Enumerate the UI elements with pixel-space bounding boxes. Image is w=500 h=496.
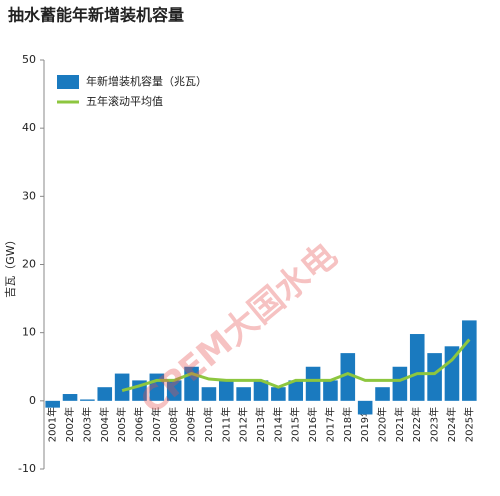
bar (80, 399, 95, 401)
x-tick-label: 2018年 (341, 407, 354, 442)
x-tick-label: 2016年 (306, 407, 319, 442)
x-tick-label: 2025年 (462, 407, 475, 442)
bar (409, 334, 425, 401)
average-line (121, 338, 471, 393)
x-tick-label: 2022年 (410, 407, 423, 442)
x-tick-label: 2005年 (115, 407, 128, 442)
bar (114, 373, 130, 401)
x-tick-label: 2023年 (428, 407, 441, 442)
bar (62, 394, 78, 401)
x-tick-label: 2010年 (202, 407, 215, 442)
bar (271, 387, 286, 401)
x-tick-label: 2001年 (46, 407, 59, 442)
x-tick-label: 2007年 (150, 407, 163, 442)
x-tick-label: 2013年 (254, 407, 267, 442)
bar (97, 387, 113, 401)
bar (201, 387, 217, 401)
bar (288, 380, 304, 401)
y-axis-label: 吉瓦（GW） (4, 234, 17, 297)
x-tick-label: 2014年 (271, 407, 284, 442)
bar (323, 380, 338, 401)
bar (357, 400, 373, 415)
y-tick-label: 10 (22, 326, 36, 339)
bar (45, 400, 60, 408)
bar (392, 366, 408, 401)
x-tick-label: 2008年 (167, 407, 180, 442)
x-tick-label: 2006年 (132, 407, 145, 442)
x-tick-label: 2011年 (219, 407, 232, 442)
legend-label: 年新增装机容量（兆瓦） (86, 74, 207, 88)
x-tick-label: 2012年 (237, 407, 250, 442)
bar (427, 353, 442, 401)
bar (253, 380, 269, 401)
x-tick-label: 2003年 (80, 407, 93, 442)
y-tick-label: 40 (22, 121, 36, 134)
legend-swatch (57, 75, 79, 89)
bar (375, 387, 390, 401)
y-tick-label: 30 (22, 189, 36, 202)
y-tick-label: -10 (18, 462, 36, 475)
legend-label: 五年滚动平均值 (86, 94, 163, 108)
x-tick-label: 2019年 (358, 407, 371, 442)
x-tick-label: 2015年 (289, 407, 302, 442)
y-tick-label: 50 (22, 53, 36, 66)
bar (218, 380, 234, 401)
bar (340, 353, 356, 401)
y-tick-label: 0 (29, 394, 36, 407)
x-tick-label: 2004年 (98, 407, 111, 442)
y-tick-label: 20 (22, 258, 36, 271)
x-tick-label: 2009年 (185, 407, 198, 442)
x-tick-label: 2020年 (376, 407, 389, 442)
x-tick-label: 2017年 (323, 407, 336, 442)
x-tick-label: 2024年 (445, 407, 458, 442)
bar (236, 387, 251, 401)
bar (166, 380, 182, 401)
bar (305, 366, 321, 401)
bar (462, 320, 477, 401)
chart-title: 抽水蓄能年新增装机容量 (8, 6, 184, 25)
x-tick-label: 2021年 (393, 407, 406, 442)
bar (444, 346, 460, 401)
x-tick-label: 2002年 (63, 407, 76, 442)
